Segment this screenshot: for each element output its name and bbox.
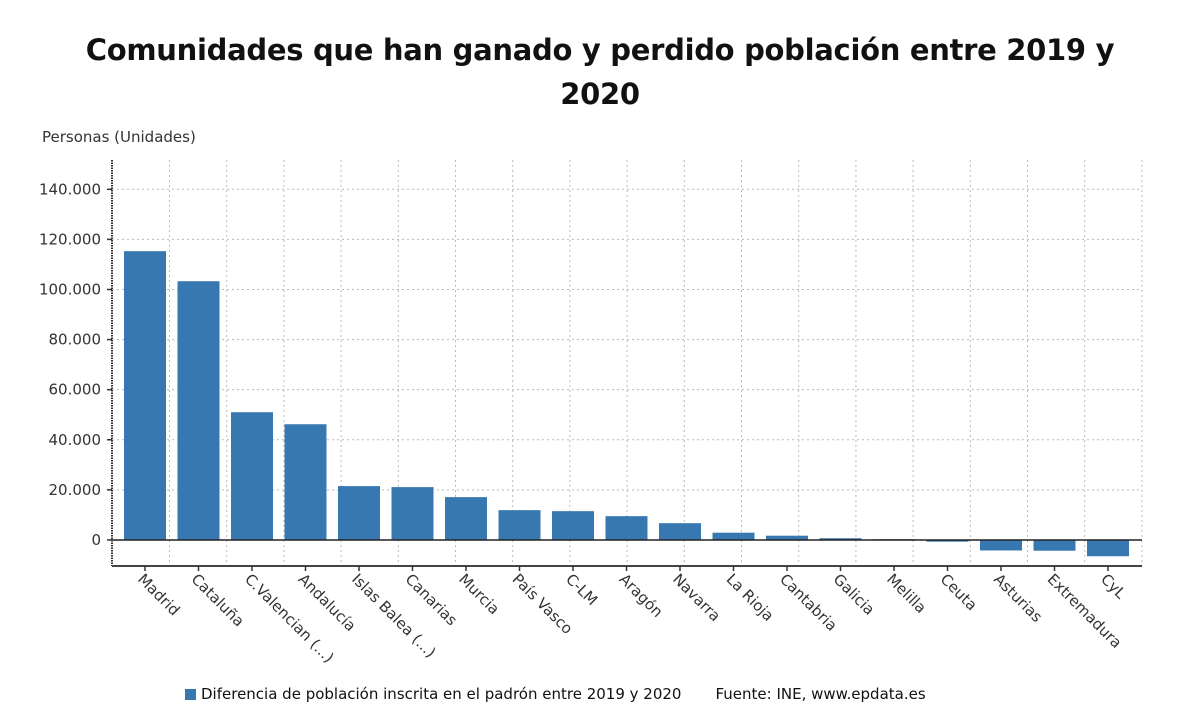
bar-cantabria bbox=[766, 535, 808, 540]
y-ticks: 0 20.000 40.000 60.000 80.000 100.000 120.000 1… bbox=[39, 180, 112, 549]
bar-la-rioja bbox=[712, 532, 755, 540]
x-tick-label: CyL bbox=[1097, 570, 1130, 603]
bar-murcia bbox=[445, 497, 487, 540]
y-tick-label: 100.000 bbox=[39, 280, 101, 298]
y-tick-label: 120.000 bbox=[39, 230, 101, 248]
x-tick-label: Melilla bbox=[883, 570, 930, 617]
x-tick-label: Asturias bbox=[990, 570, 1046, 626]
bar-arag-n bbox=[605, 516, 648, 540]
bar-navarra bbox=[659, 523, 701, 540]
grid-lines bbox=[112, 160, 1143, 566]
y-tick-label: 80.000 bbox=[49, 331, 102, 349]
bar-pa-s-vasco bbox=[498, 510, 541, 540]
x-tick-label: Cataluña bbox=[188, 570, 248, 630]
bar-extremadura bbox=[1033, 539, 1076, 551]
y-tick-label: 20.000 bbox=[49, 481, 102, 499]
source-note: Fuente: INE, www.epdata.es bbox=[715, 685, 926, 703]
bar-andaluc-a bbox=[284, 424, 327, 540]
bar-madrid bbox=[124, 251, 166, 540]
x-tick-label: Aragón bbox=[616, 570, 667, 621]
bar-c-valencian bbox=[231, 412, 273, 540]
chart-title-line-2: 2020 bbox=[560, 77, 640, 111]
bar-canarias bbox=[391, 487, 434, 540]
x-tick-label: Cantabria bbox=[776, 570, 841, 635]
bar-galicia bbox=[819, 538, 862, 540]
x-tick-label: La Rioja bbox=[723, 570, 778, 625]
bar-islas-balea bbox=[338, 486, 380, 540]
legend-label: Diferencia de población inscrita en el p… bbox=[201, 685, 682, 703]
chart-title: Comunidades que han ganado y perdido pob… bbox=[0, 28, 1200, 116]
x-tick-label: Madrid bbox=[134, 570, 183, 619]
x-tick-label: Galicia bbox=[830, 570, 879, 619]
bars bbox=[124, 251, 1129, 557]
legend-swatch bbox=[185, 688, 196, 700]
y-tick-label: 40.000 bbox=[49, 431, 102, 449]
bar-asturias bbox=[980, 539, 1022, 551]
bar-c-lm bbox=[552, 511, 594, 540]
x-tick-label: Ceuta bbox=[937, 570, 981, 614]
y-tick-label: 140.000 bbox=[39, 180, 101, 198]
x-tick-label: Murcia bbox=[455, 570, 503, 618]
chart-title-line-1: Comunidades que han ganado y perdido pob… bbox=[85, 33, 1115, 67]
y-tick-label: 60.000 bbox=[49, 381, 102, 399]
x-tick-label: C-LM bbox=[562, 570, 601, 609]
y-tick-label: 0 bbox=[91, 531, 101, 549]
legend: Diferencia de población inscrita en el p… bbox=[185, 685, 926, 703]
bar-cyl bbox=[1087, 539, 1129, 557]
bar-catalu-a bbox=[177, 281, 220, 540]
y-axis-label: Personas (Unidades) bbox=[42, 128, 196, 146]
x-tick-label: Navarra bbox=[669, 570, 724, 625]
bar-ceuta bbox=[926, 539, 969, 542]
